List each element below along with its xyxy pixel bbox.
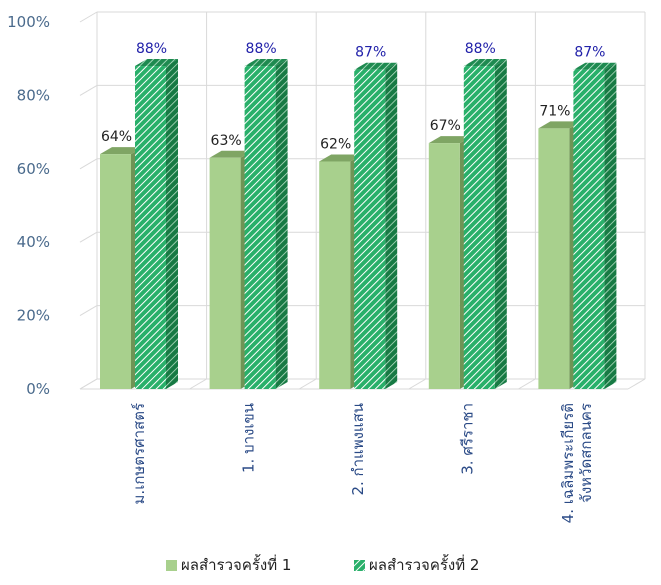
legend-swatch xyxy=(354,560,365,571)
x-tick-label: ม.เกษตรศาสตร์ xyxy=(130,403,148,504)
bar xyxy=(135,66,166,389)
y-tick-label: 20% xyxy=(17,307,50,325)
bar-series-2 xyxy=(463,59,507,389)
bar xyxy=(319,161,351,389)
x-tick-label-line: 2. กำแพงแสน xyxy=(349,403,367,496)
data-label: 87% xyxy=(355,45,386,61)
x-tick-label-line: จังหวัดสกลนคร xyxy=(577,403,595,503)
gridline-depth xyxy=(79,11,98,23)
legend-item-1: ผลสำรวจครั้งที่ 1 xyxy=(166,554,291,574)
data-label: 63% xyxy=(211,133,242,149)
data-label: 88% xyxy=(136,41,167,57)
bar xyxy=(428,143,460,389)
x-tick-label: 3. ศรีราชา xyxy=(459,403,477,475)
legend-swatch xyxy=(166,560,177,571)
y-tick-label: 60% xyxy=(17,160,50,178)
bar-series-2 xyxy=(573,62,617,390)
x-tick-label: 2. กำแพงแสน xyxy=(349,403,367,496)
gridline-depth xyxy=(79,305,98,317)
bar-series-2 xyxy=(135,59,178,389)
bar xyxy=(463,66,495,389)
bar xyxy=(209,157,241,389)
x-tick-label-line: 3. ศรีราชา xyxy=(459,403,477,475)
bar-side xyxy=(275,59,288,389)
bars-layer xyxy=(100,59,617,390)
data-label: 62% xyxy=(320,136,351,152)
bar xyxy=(354,69,386,390)
bar-top xyxy=(573,62,617,70)
floor-line xyxy=(518,378,536,390)
bar xyxy=(573,69,605,390)
bar xyxy=(100,154,131,389)
floor-line xyxy=(189,378,207,390)
floor-line xyxy=(627,378,646,390)
floor-line xyxy=(298,378,317,390)
data-label: 87% xyxy=(574,45,605,61)
legend-label: ผลสำรวจครั้งที่ 1 xyxy=(181,554,291,574)
floor-line xyxy=(79,378,98,390)
y-tick-label: 40% xyxy=(17,233,50,251)
bar-top xyxy=(244,59,288,67)
bar-series-2 xyxy=(244,59,288,389)
x-tick-label: 1. บางเขน xyxy=(239,403,257,473)
gridline-depth xyxy=(79,84,98,96)
bar-side xyxy=(494,59,507,389)
labels-layer: 64% 88% 63% 88% 62% 87% 67% 88% 71% 87% xyxy=(101,41,606,152)
bar-top xyxy=(100,147,143,155)
legend: ผลสำรวจครั้งที่ 1 ผลสำรวจครั้งที่ 2 xyxy=(166,554,479,574)
data-label: 67% xyxy=(430,118,461,134)
data-label: 88% xyxy=(465,41,496,57)
bar-top xyxy=(209,150,253,158)
floor-line xyxy=(408,378,427,390)
bar xyxy=(538,128,570,389)
bar-side xyxy=(604,62,617,390)
gridline-depth xyxy=(79,231,98,243)
y-tick-label: 100% xyxy=(7,13,50,31)
data-label: 71% xyxy=(539,103,570,119)
gridline-depth xyxy=(79,158,98,170)
x-tick-label-line: ม.เกษตรศาสตร์ xyxy=(130,403,148,504)
y-tick-label: 0% xyxy=(26,380,50,398)
category-labels: ม.เกษตรศาสตร์ 1. บางเขน 2. กำแพงแสน 3. ศรีร… xyxy=(130,403,595,523)
bar xyxy=(244,66,276,389)
bar-top xyxy=(538,121,582,129)
bar-top xyxy=(354,62,398,70)
axis-layer: 0% 20% 40% 60% 80% 100% xyxy=(7,13,628,398)
bar-side xyxy=(385,62,398,390)
x-tick-label-line: 1. บางเขน xyxy=(239,403,257,473)
legend-label: ผลสำรวจครั้งที่ 2 xyxy=(369,554,479,574)
data-label: 64% xyxy=(101,129,132,145)
y-tick-label: 80% xyxy=(17,86,50,104)
x-tick-label: 4. เฉลิมพระเกียรติจังหวัดสกลนคร xyxy=(559,403,595,523)
bar-top xyxy=(463,59,507,67)
bar-top xyxy=(135,59,178,67)
bar-series-2 xyxy=(354,62,398,390)
bar-top xyxy=(428,136,472,144)
legend-item-2: ผลสำรวจครั้งที่ 2 xyxy=(354,554,479,574)
bar-side xyxy=(166,59,178,389)
bar-top xyxy=(319,154,363,162)
data-label: 88% xyxy=(246,41,277,57)
x-tick-label-line: 4. เฉลิมพระเกียรติ xyxy=(559,403,577,523)
